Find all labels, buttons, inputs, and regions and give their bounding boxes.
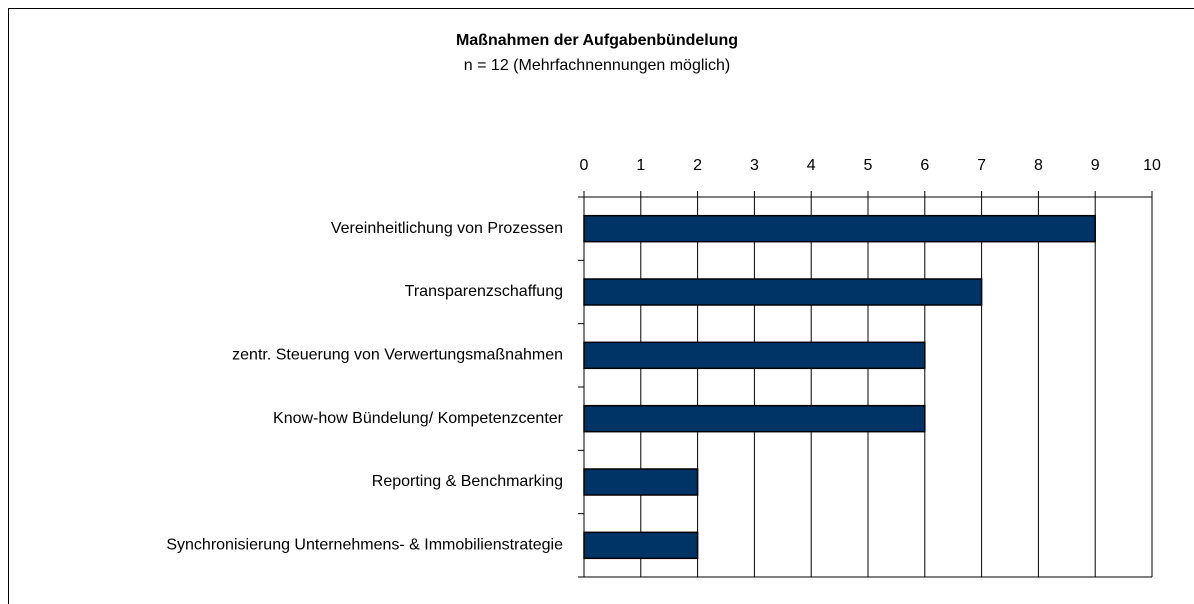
- bar: [583, 214, 1096, 243]
- x-tick-label: 1: [636, 157, 645, 174]
- chart-title: Maßnahmen der Aufgabenbündelung: [456, 32, 738, 49]
- y-tick-label: Vereinheitlichung von Prozessen: [331, 220, 563, 237]
- y-tick-label: Know-how Bündelung/ Kompetenzcenter: [273, 410, 564, 427]
- x-tick-label: 9: [1091, 157, 1100, 174]
- x-tick-label: 0: [580, 157, 589, 174]
- bar: [583, 468, 699, 496]
- bar: [583, 404, 926, 433]
- y-tick-label: Transparenzschaffung: [405, 283, 563, 300]
- bar: [583, 341, 926, 370]
- chart-frame: [8, 8, 1194, 604]
- x-tick-label: 8: [1034, 157, 1043, 174]
- x-tick-label: 2: [693, 157, 702, 174]
- x-tick-label: 3: [750, 157, 759, 174]
- x-tick-label: 7: [977, 157, 986, 174]
- x-tick-label: 4: [807, 157, 816, 174]
- x-tick-label: 6: [920, 157, 929, 174]
- y-tick-label: Synchronisierung Unternehmens- & Immobil…: [166, 537, 563, 554]
- bar: [583, 278, 983, 306]
- y-tick-label: zentr. Steuerung von Verwertungsmaßnahme…: [232, 347, 563, 364]
- x-tick-label: 10: [1143, 157, 1161, 174]
- bar: [583, 531, 699, 560]
- chart-subtitle: n = 12 (Mehrfachnennungen möglich): [464, 57, 730, 74]
- x-tick-label: 5: [864, 157, 873, 174]
- y-tick-label: Reporting & Benchmarking: [372, 473, 563, 490]
